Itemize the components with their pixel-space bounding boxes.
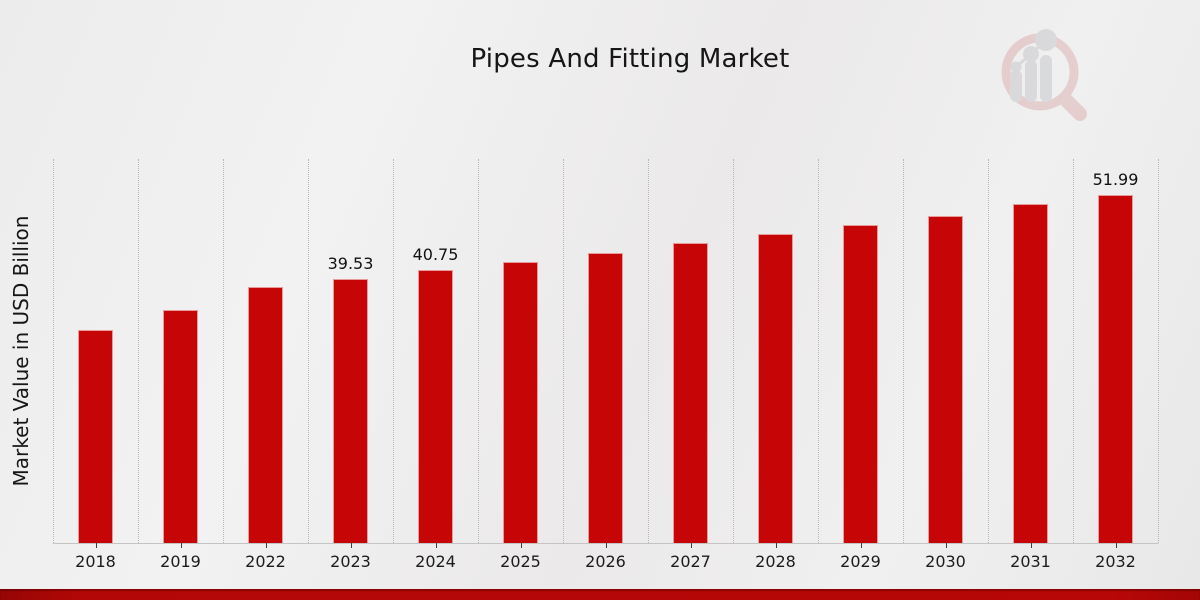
x-axis-tick (520, 543, 522, 548)
x-axis-tick (1030, 543, 1032, 548)
x-axis-label-2031: 2031 (1010, 552, 1051, 571)
bar-2022 (248, 287, 283, 543)
bar-value-label-2032: 51.99 (1092, 170, 1139, 189)
x-axis-tick (350, 543, 352, 548)
bar-2023 (333, 279, 368, 543)
gridline (563, 159, 564, 543)
x-axis-label-2025: 2025 (500, 552, 541, 571)
bar-2027 (673, 243, 708, 543)
x-axis-tick (95, 543, 97, 548)
gridline (818, 159, 819, 543)
bar-value-label-2023: 39.53 (327, 254, 374, 273)
bar-2019 (163, 310, 198, 543)
x-axis-tick (605, 543, 607, 548)
gridline (648, 159, 649, 543)
gridline (223, 159, 224, 543)
bottom-red-band (0, 589, 1200, 600)
x-axis-label-2028: 2028 (755, 552, 796, 571)
x-axis-label-2018: 2018 (75, 552, 116, 571)
x-axis-label-2027: 2027 (670, 552, 711, 571)
bar-2028 (758, 234, 793, 543)
x-axis-tick (180, 543, 182, 548)
bar-2029 (843, 225, 878, 543)
x-axis-label-2022: 2022 (245, 552, 286, 571)
gridline (733, 159, 734, 543)
bar-value-label-2024: 40.75 (412, 245, 459, 264)
chart-title: Pipes And Fitting Market (470, 44, 790, 74)
x-axis-tick (860, 543, 862, 548)
gridline (478, 159, 479, 543)
bar-2031 (1013, 204, 1048, 543)
gridline (1073, 159, 1074, 543)
x-axis-label-2032: 2032 (1095, 552, 1136, 571)
bar-2018 (78, 330, 113, 543)
gridline (988, 159, 989, 543)
x-axis-tick (435, 543, 437, 548)
x-axis-tick (945, 543, 947, 548)
bar-2025 (503, 262, 538, 543)
x-axis-label-2019: 2019 (160, 552, 201, 571)
x-axis-tick (690, 543, 692, 548)
y-axis-title: Market Value in USD Billion (9, 215, 33, 487)
x-axis-tick (775, 543, 777, 548)
x-axis-tick (1115, 543, 1117, 548)
magnifier-bar-chart-logo-icon (1001, 29, 1087, 121)
gridline (903, 159, 904, 543)
x-axis-label-2026: 2026 (585, 552, 626, 571)
gridline (393, 159, 394, 543)
bar-2024 (418, 270, 453, 543)
gridline (1158, 159, 1159, 543)
x-axis-label-2030: 2030 (925, 552, 966, 571)
x-axis-tick (265, 543, 267, 548)
plot-area: 2018 2019 2022 39.53 2023 40.75 2024 2025 2026 20… (53, 159, 1159, 571)
bar-2026 (588, 253, 623, 543)
gridline (53, 159, 54, 543)
x-axis-label-2024: 2024 (415, 552, 456, 571)
x-axis-label-2029: 2029 (840, 552, 881, 571)
x-axis-label-2023: 2023 (330, 552, 371, 571)
bar-2032 (1098, 195, 1133, 543)
gridline (138, 159, 139, 543)
gridline (308, 159, 309, 543)
bar-2030 (928, 216, 963, 543)
